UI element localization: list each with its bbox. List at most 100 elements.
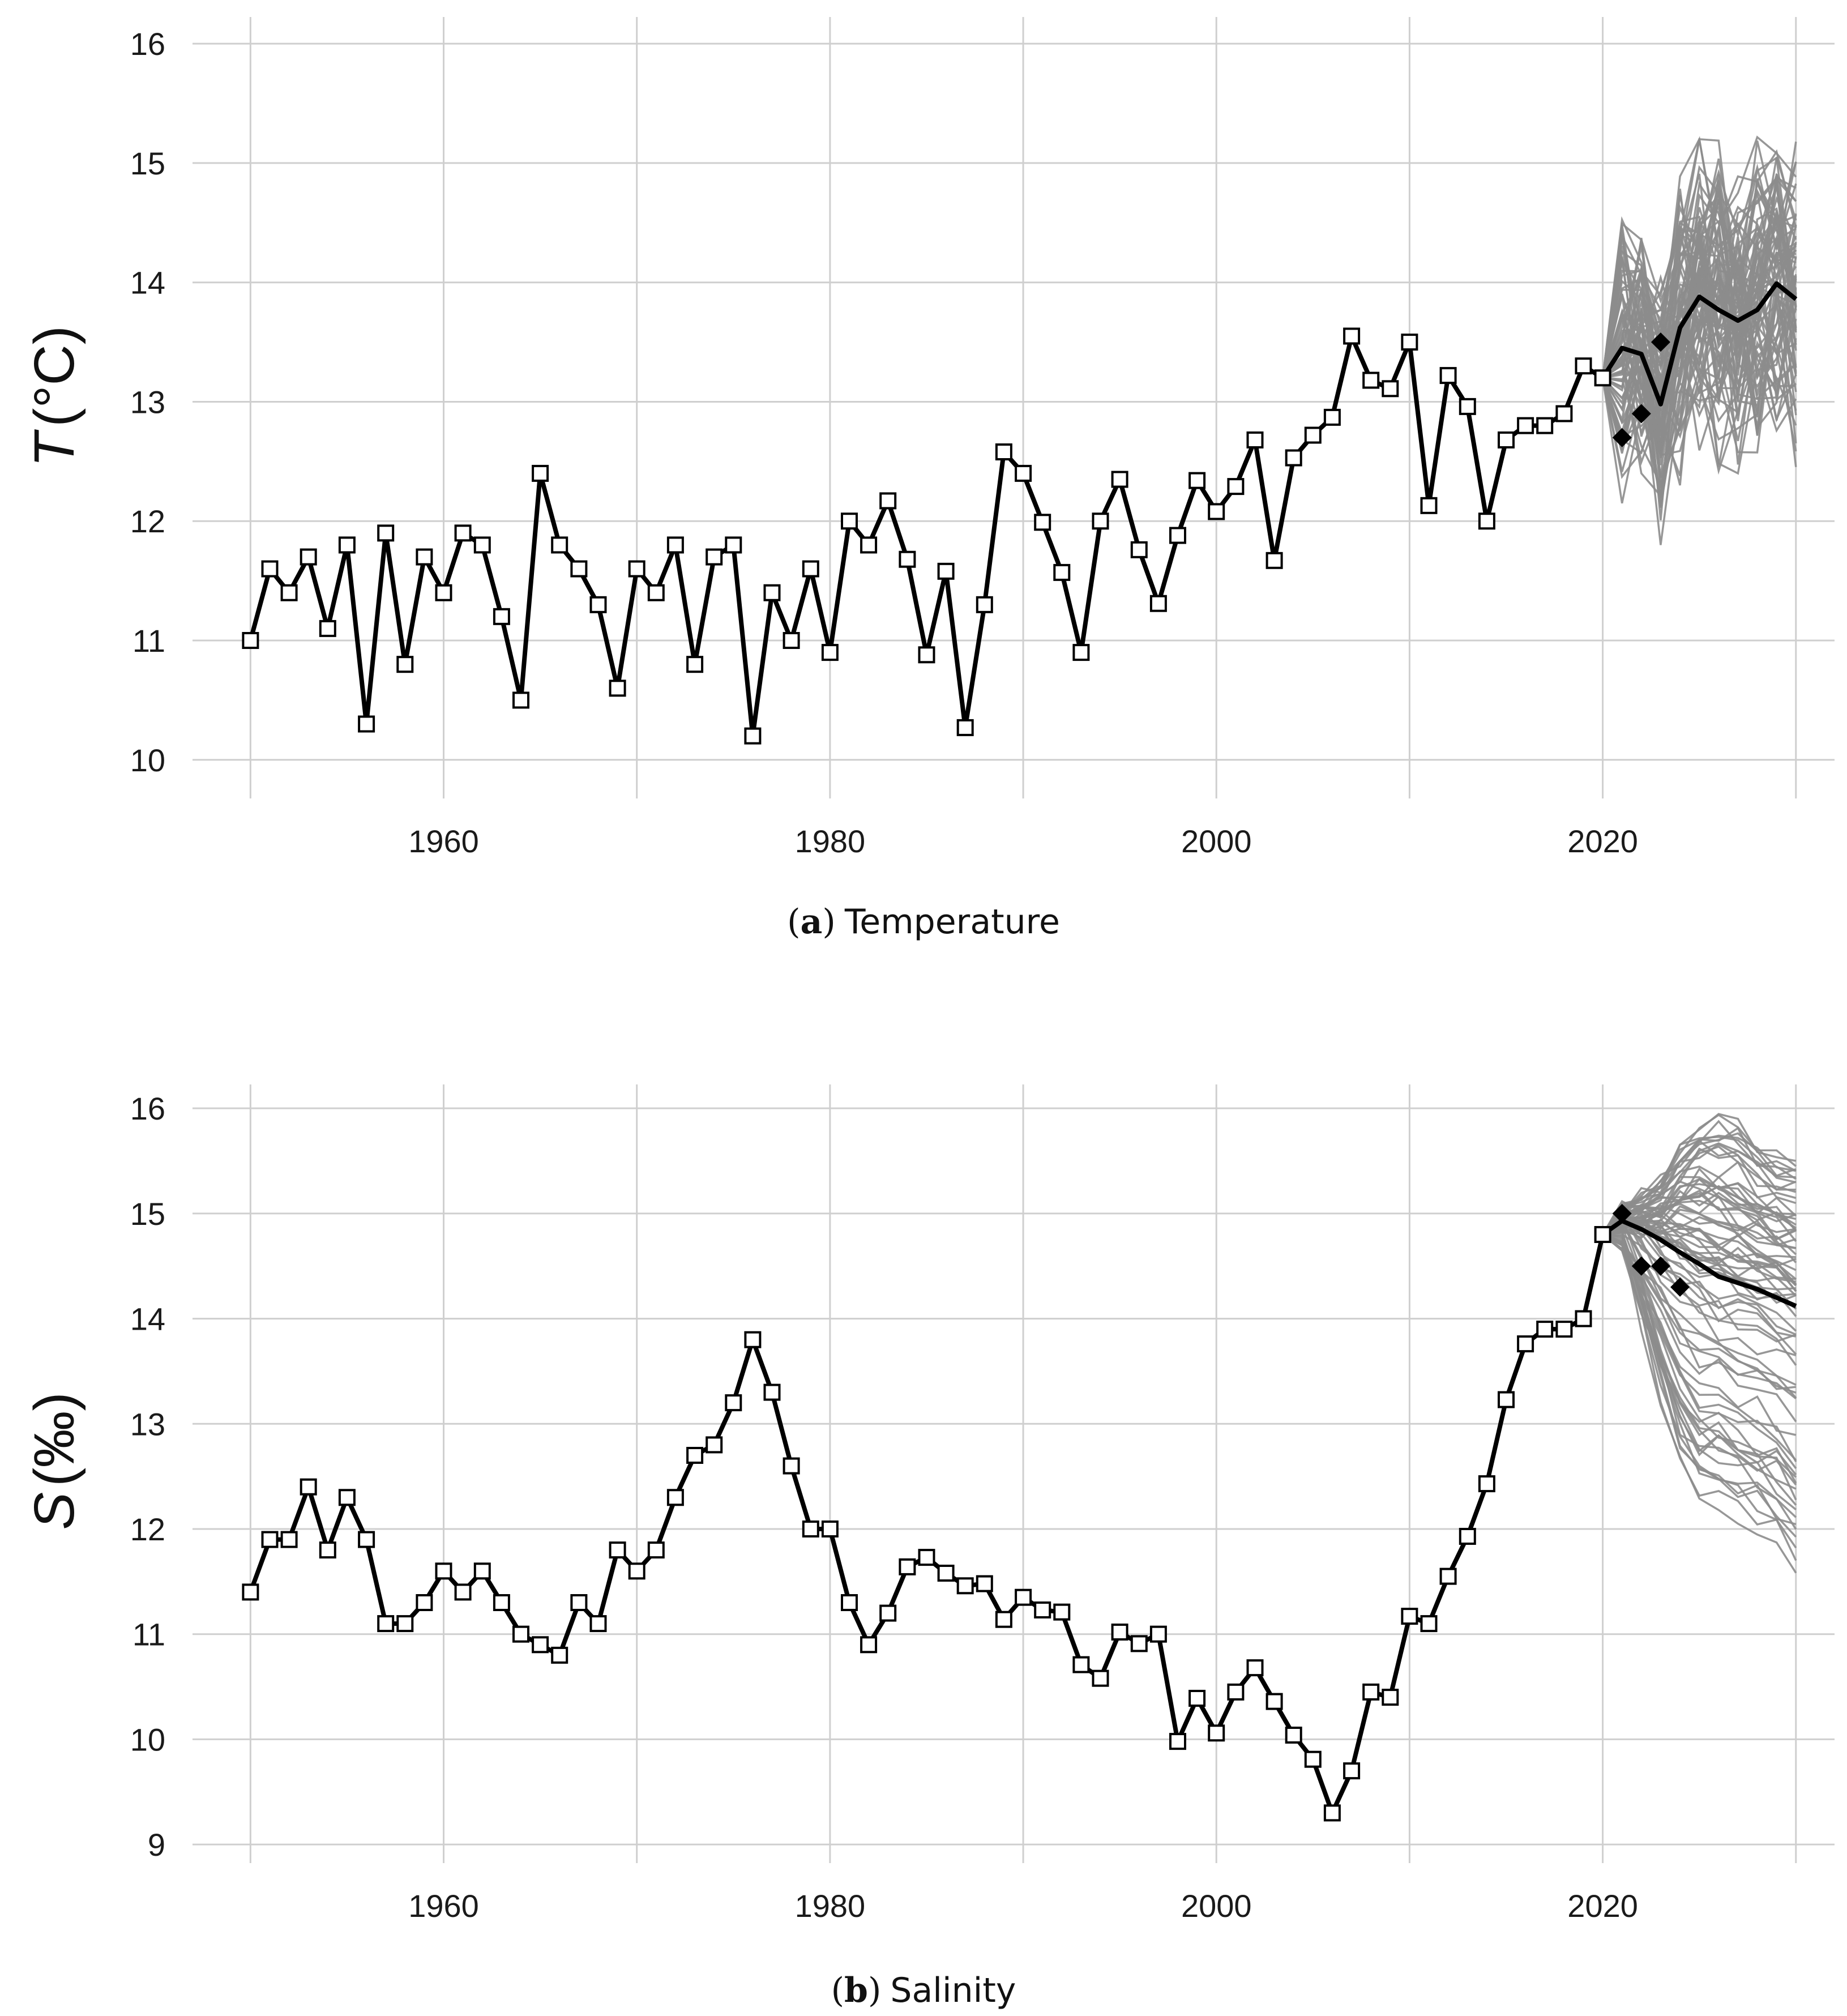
salinity-ensemble-member-48 [1602, 1230, 1797, 1511]
salinity-ensemble-member-75 [1602, 1233, 1797, 1501]
temperature-observed-line [248, 334, 1604, 738]
temperature-forecast-observations [1612, 332, 1670, 447]
temperature-point-1955 [338, 536, 356, 554]
salinity-point-2014 [1478, 1475, 1495, 1493]
salinity-ytick-15: 15 [130, 1196, 165, 1232]
salinity-y-axis-title: S (‰) [23, 1392, 86, 1530]
temperature-caption: (a) Temperature [787, 902, 1060, 942]
temperature-ytick-12: 12 [130, 503, 165, 539]
salinity-point-1991 [1034, 1601, 1051, 1618]
salinity-ensemble-member-20 [1602, 1233, 1797, 1526]
temperature-point-1954 [319, 620, 336, 637]
salinity-xtick-2020: 2020 [1567, 1888, 1638, 1924]
temperature-point-1998 [1169, 527, 1186, 544]
temperature-point-1988 [976, 596, 993, 613]
temperature-point-1990 [1015, 464, 1032, 482]
temperature-xtick-2020: 2020 [1567, 823, 1638, 859]
salinity-point-1990 [1015, 1588, 1032, 1606]
salinity-point-1989 [995, 1611, 1012, 1628]
salinity-ensemble-member-42 [1602, 1160, 1797, 1235]
salinity-point-1992 [1053, 1603, 1071, 1621]
salinity-point-2016 [1517, 1335, 1534, 1353]
salinity-point-2012 [1439, 1567, 1457, 1585]
salinity-observed-line [248, 1234, 1605, 1816]
temperature-ensemble-member-43 [1602, 135, 1797, 379]
temperature-tick-labels: 10 11 12 13 14 15 16 1960 1980 2000 2020 [130, 26, 1638, 859]
salinity-point-1982 [860, 1636, 878, 1654]
salinity-ensemble-member-10 [1602, 1233, 1797, 1336]
salinity-point-1960 [435, 1562, 452, 1580]
salinity-point-1988 [976, 1575, 993, 1592]
temperature-point-1986 [937, 562, 955, 580]
temperature-y-variable: T [23, 429, 86, 467]
salinity-point-2011 [1420, 1615, 1438, 1633]
salinity-point-1957 [377, 1615, 395, 1633]
salinity-point-1966 [551, 1646, 568, 1664]
temperature-point-2000 [1208, 503, 1225, 520]
salinity-point-1996 [1130, 1635, 1148, 1652]
salinity-forecast-obs-2024 [1670, 1277, 1690, 1297]
salinity-point-1997 [1149, 1625, 1167, 1643]
salinity-point-1967 [570, 1594, 588, 1611]
temperature-point-2013 [1459, 398, 1476, 415]
salinity-point-1984 [899, 1558, 916, 1575]
salinity-point-1993 [1072, 1656, 1090, 1673]
salinity-ensemble-member-69 [1602, 1206, 1797, 1297]
salinity-point-2017 [1536, 1321, 1554, 1338]
salinity-ensemble-member-16 [1602, 1233, 1797, 1574]
temperature-point-2011 [1420, 497, 1438, 514]
salinity-point-1959 [416, 1594, 433, 1611]
salinity-ytick-12: 12 [130, 1511, 165, 1547]
temperature-point-1962 [473, 536, 491, 554]
salinity-point-2002 [1246, 1659, 1264, 1677]
temperature-point-1963 [493, 608, 510, 625]
temperature-point-1958 [396, 656, 414, 673]
temperature-point-2003 [1265, 552, 1283, 569]
temperature-xtick-2000: 2000 [1181, 823, 1252, 859]
temperature-forecast-mean [1601, 281, 1798, 407]
temperature-point-2015 [1498, 431, 1515, 449]
temperature-xtick-1960: 1960 [408, 823, 479, 859]
temperature-point-2002 [1246, 431, 1264, 449]
temperature-point-1994 [1092, 512, 1109, 530]
salinity-tick-labels: 9 10 11 12 13 14 15 16 1960 1980 2000 2020 [130, 1091, 1638, 1924]
salinity-ensemble-member-50 [1602, 1210, 1797, 1343]
salinity-point-1953 [300, 1478, 317, 1496]
salinity-y-unit: (‰) [23, 1392, 86, 1487]
temperature-caption-text: Temperature [844, 902, 1060, 942]
salinity-forecast-obs-2021 [1612, 1203, 1632, 1223]
temperature-point-1975 [725, 536, 742, 554]
salinity-point-1965 [532, 1636, 549, 1654]
temperature-point-1961 [454, 524, 472, 542]
temperature-point-1997 [1149, 595, 1167, 612]
temperature-ensemble-member-42 [1601, 190, 1797, 378]
salinity-point-1954 [319, 1541, 336, 1559]
temperature-point-2016 [1517, 417, 1534, 434]
temperature-point-1973 [686, 656, 704, 673]
temperature-point-2009 [1382, 380, 1399, 398]
temperature-point-1965 [532, 464, 549, 482]
temperature-ensemble-member-65 [1601, 212, 1797, 378]
salinity-point-1976 [744, 1331, 762, 1348]
temperature-point-1981 [841, 512, 858, 530]
salinity-point-2006 [1323, 1804, 1341, 1822]
salinity-ensemble-member-29 [1602, 1233, 1797, 1436]
salinity-point-2010 [1401, 1608, 1418, 1625]
temperature-point-1980 [821, 644, 839, 661]
temperature-ensemble-member-75 [1602, 335, 1797, 498]
salinity-point-1964 [512, 1625, 529, 1643]
temperature-point-1989 [995, 443, 1012, 460]
temperature-ensemble-member-47 [1602, 275, 1797, 454]
salinity-ensemble-member-77 [1602, 1215, 1797, 1386]
salinity-point-2003 [1265, 1693, 1283, 1710]
temperature-y-axis-title: T(°C) [23, 326, 86, 467]
salinity-ensemble-member-78 [1602, 1208, 1797, 1292]
salinity-panel: 9 10 11 12 13 14 15 16 1960 1980 2000 2020 S (‰) (b)… [23, 1084, 1835, 2010]
salinity-ytick-10: 10 [130, 1722, 165, 1757]
temperature-forecast-mean-line [1601, 281, 1798, 407]
salinity-point-1950 [242, 1583, 259, 1601]
temperature-point-1970 [628, 560, 645, 578]
temperature-ensemble-lines [1601, 135, 1797, 545]
salinity-point-1998 [1169, 1733, 1186, 1750]
